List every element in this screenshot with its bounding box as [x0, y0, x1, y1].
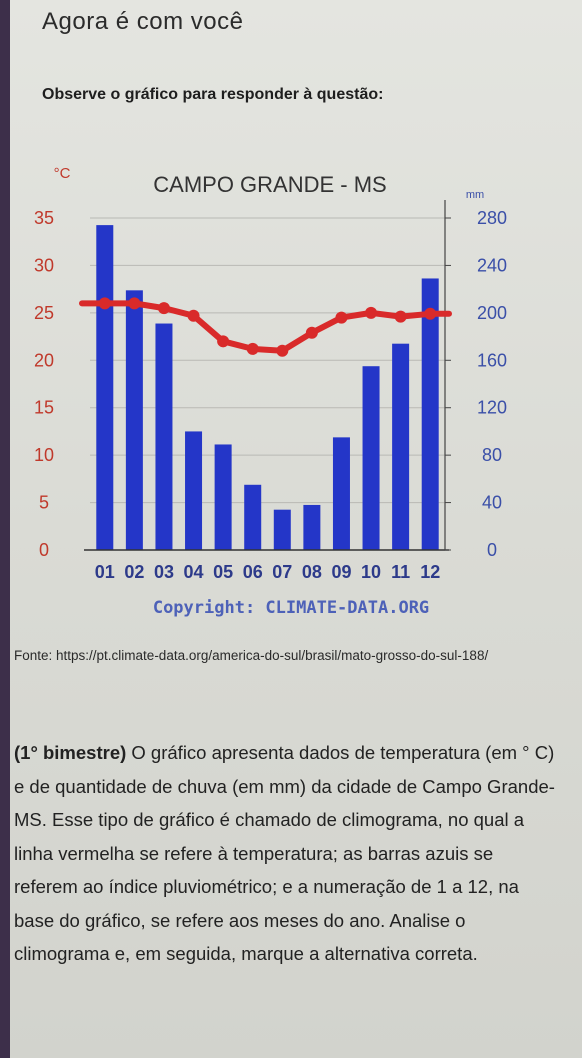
question-label: (1° bimestre)	[14, 742, 127, 763]
month-label-11: 11	[391, 562, 410, 582]
rain-bar-04	[185, 431, 203, 550]
left-tick-35: 35	[34, 208, 54, 228]
temperature-polyline	[101, 300, 434, 354]
left-tick-0: 0	[39, 540, 49, 560]
question-body: O gráfico apresenta dados de temperatura…	[14, 742, 555, 964]
grid-lines	[90, 217, 445, 504]
right-axis-unit: mm	[466, 189, 484, 201]
rain-bar-11	[392, 343, 410, 550]
chart-title: CAMPO GRANDE - MS	[153, 172, 386, 197]
temp-point-02	[128, 297, 141, 310]
temp-point-09	[335, 311, 348, 324]
temp-point-08	[305, 326, 318, 339]
axes	[84, 200, 451, 551]
rain-bar-02	[125, 290, 143, 550]
question-text: (1° bimestre) O gráfico apresenta dados …	[14, 736, 562, 971]
month-label-12: 12	[420, 562, 440, 582]
month-label-04: 04	[184, 562, 204, 582]
month-label-01: 01	[95, 562, 115, 582]
rain-bar-06	[244, 484, 262, 550]
instruction-text: Observe o gráfico para responder à quest…	[42, 86, 384, 103]
month-labels: 01 02 03 04 05 06 07 08 09 10 11 12	[95, 562, 440, 582]
month-label-10: 10	[361, 562, 381, 582]
right-tick-120: 120	[477, 398, 507, 418]
rain-bar-03	[155, 323, 173, 550]
left-tick-20: 20	[34, 350, 54, 370]
left-edge-strip	[0, 0, 10, 1058]
temp-point-05	[217, 335, 230, 348]
right-tick-240: 240	[477, 255, 507, 275]
left-tick-10: 10	[34, 445, 54, 465]
rain-bar-08	[303, 504, 321, 550]
temp-point-03	[157, 302, 170, 315]
chart-copyright: Copyright: CLIMATE-DATA.ORG	[152, 598, 430, 618]
right-tick-200: 200	[477, 303, 507, 323]
rain-bar-05	[214, 444, 232, 550]
rain-bar-01	[96, 225, 114, 550]
rain-bar-09	[332, 437, 350, 550]
left-axis-unit: °C	[54, 165, 71, 182]
month-label-05: 05	[213, 562, 233, 582]
right-tick-280: 280	[477, 208, 507, 228]
right-tick-160: 160	[477, 350, 507, 370]
left-tick-30: 30	[34, 255, 54, 275]
month-label-08: 08	[302, 562, 322, 582]
rainfall-bars	[96, 225, 439, 550]
left-tick-labels: 35 30 25 20 15 10 5 0	[34, 208, 54, 560]
month-label-03: 03	[154, 562, 174, 582]
month-label-09: 09	[331, 562, 351, 582]
month-label-02: 02	[124, 562, 144, 582]
left-tick-5: 5	[39, 493, 49, 513]
temp-point-04	[187, 309, 200, 322]
climogram-chart: CAMPO GRANDE - MS °C mm 35 30 25 20 15 10 5 0 2…	[34, 165, 507, 582]
rain-bar-10	[362, 366, 380, 550]
temp-point-06	[246, 342, 259, 355]
temp-point-07	[276, 344, 289, 357]
left-tick-25: 25	[34, 303, 54, 323]
right-tick-0: 0	[487, 540, 497, 560]
section-heading: Agora é com você	[42, 8, 244, 35]
right-tick-40: 40	[482, 493, 502, 513]
rain-bar-12	[421, 278, 439, 550]
month-label-07: 07	[272, 562, 292, 582]
month-label-06: 06	[243, 562, 263, 582]
left-tick-15: 15	[34, 398, 54, 418]
rain-bar-07	[273, 509, 291, 550]
right-tick-80: 80	[482, 445, 502, 465]
temperature-line	[79, 297, 452, 357]
temp-point-11	[394, 310, 407, 323]
source-citation: Fonte: https://pt.climate-data.org/ameri…	[14, 648, 489, 663]
temp-point-10	[365, 306, 378, 319]
right-tick-labels: 280 240 200 160 120 80 40 0	[477, 208, 507, 560]
